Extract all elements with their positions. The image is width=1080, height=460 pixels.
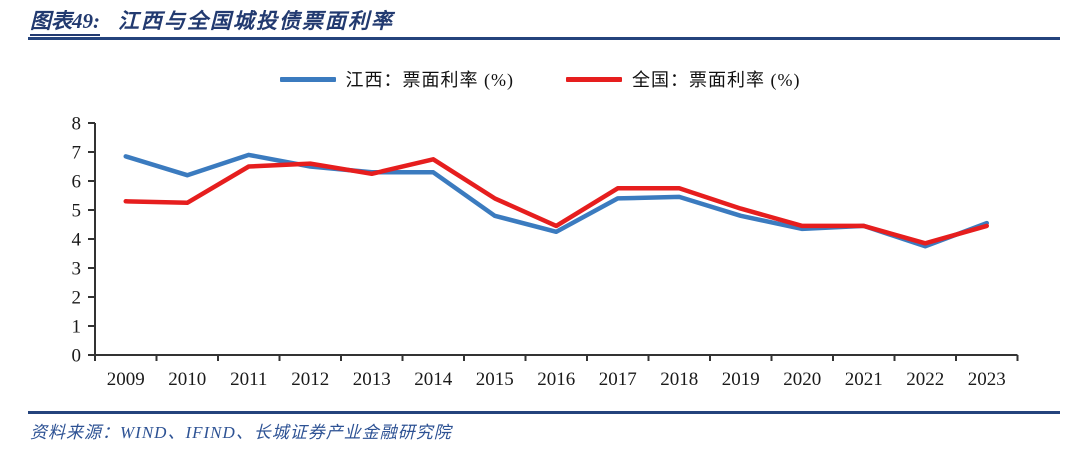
svg-text:2: 2 [72, 288, 82, 309]
legend-item-national: 全国：票面利率 (%) [566, 66, 800, 92]
svg-text:5: 5 [72, 201, 82, 222]
legend-label-national: 全国：票面利率 (%) [632, 70, 801, 90]
svg-text:2016: 2016 [537, 369, 575, 390]
svg-text:2021: 2021 [845, 369, 883, 390]
svg-text:2013: 2013 [353, 369, 391, 390]
svg-text:4: 4 [72, 230, 82, 251]
svg-text:2012: 2012 [291, 369, 329, 390]
header-divider [28, 37, 1060, 40]
legend-label-jiangxi: 江西：票面利率 (%) [345, 70, 514, 90]
svg-text:3: 3 [72, 259, 82, 280]
svg-text:2017: 2017 [599, 369, 637, 390]
svg-text:2015: 2015 [476, 369, 514, 390]
svg-text:2010: 2010 [168, 369, 206, 390]
figure-number: 图表49: [30, 9, 100, 36]
svg-text:2023: 2023 [968, 369, 1006, 390]
figure-title: 江西与全国城投债票面利率 [118, 9, 394, 33]
legend-line-national-icon [566, 76, 622, 82]
svg-text:2014: 2014 [414, 369, 453, 390]
svg-text:0: 0 [72, 346, 82, 367]
svg-text:2022: 2022 [906, 369, 944, 390]
svg-text:2018: 2018 [660, 369, 698, 390]
svg-text:2019: 2019 [722, 369, 760, 390]
svg-text:6: 6 [72, 172, 82, 193]
legend-line-jiangxi-icon [279, 76, 336, 82]
figure-header: 图表49: 江西与全国城投债票面利率 [30, 5, 394, 36]
svg-text:7: 7 [72, 143, 82, 164]
svg-text:2009: 2009 [107, 369, 145, 390]
source-note: 资料来源：WIND、IFIND、长城证券产业金融研究院 [30, 423, 452, 442]
chart-legend: 江西：票面利率 (%) 全国：票面利率 (%) [0, 66, 1080, 92]
legend-item-jiangxi: 江西：票面利率 (%) [279, 66, 514, 92]
svg-text:2011: 2011 [230, 369, 267, 390]
svg-text:2020: 2020 [783, 369, 821, 390]
svg-text:8: 8 [72, 114, 82, 135]
line-chart: 0 1 2 3 4 5 6 7 8 2009 2010 2011 2012 2013 2014 2015 201… [72, 114, 1019, 390]
footer-divider [28, 411, 1060, 414]
svg-text:1: 1 [72, 317, 82, 338]
